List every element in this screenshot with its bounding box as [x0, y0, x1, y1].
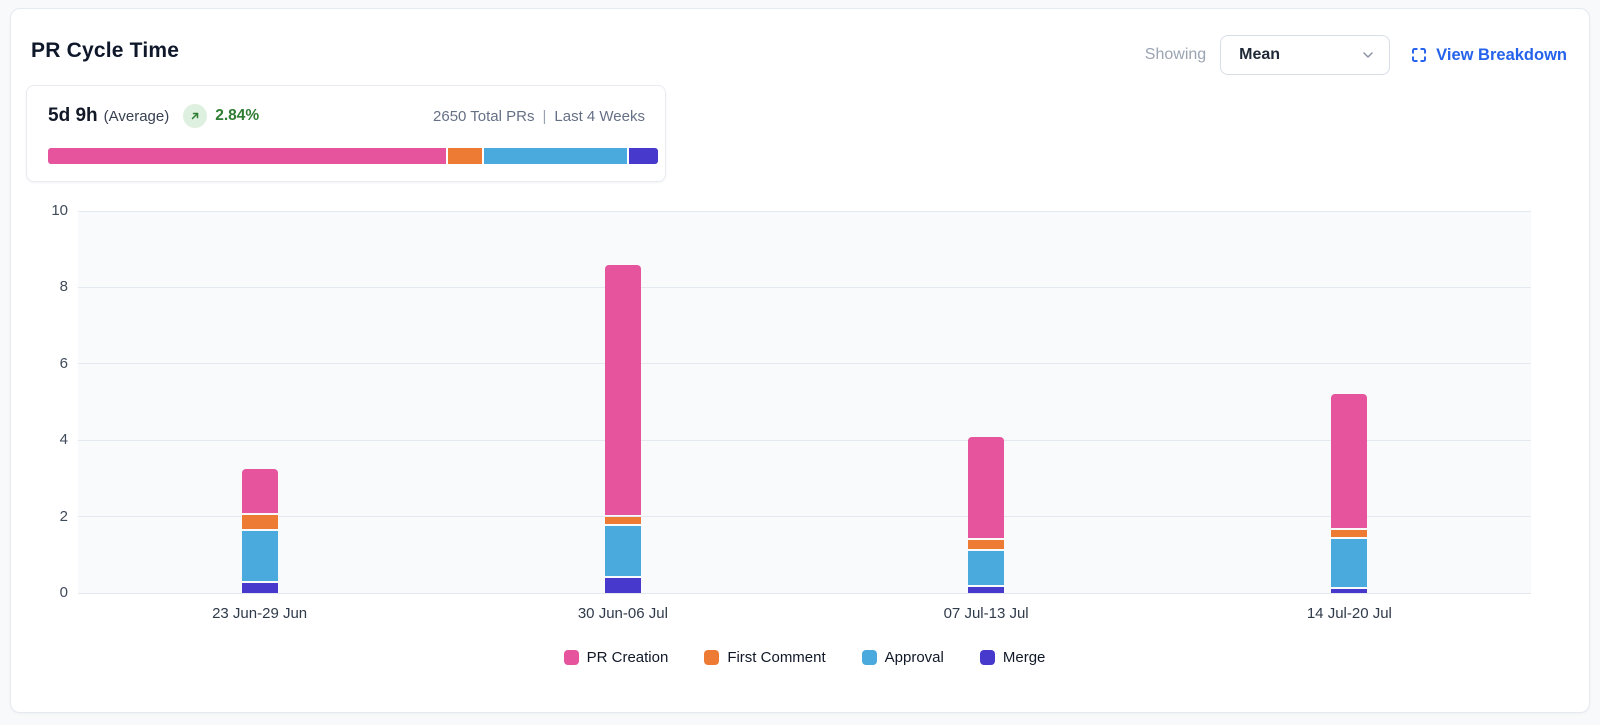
- bar-segment-first-comment[interactable]: [968, 540, 1005, 550]
- header-controls: Showing Mean View Breakdown: [1145, 33, 1567, 77]
- view-breakdown-button[interactable]: View Breakdown: [1410, 46, 1567, 65]
- gridline-y4: [78, 439, 1531, 441]
- x-tick-label: 30 Jun-06 Jul: [577, 605, 668, 622]
- legend-swatch-icon: [979, 650, 995, 665]
- distribution-segment-approval: [484, 148, 627, 164]
- bar-segment-first-comment[interactable]: [1331, 529, 1368, 538]
- average-cycle-time-value: 5d 9h: [48, 105, 98, 126]
- separator: |: [542, 107, 547, 125]
- pr-cycle-time-panel: PR Cycle Time Showing Mean View Breakdow…: [10, 8, 1590, 713]
- period: Last 4 Weeks: [554, 107, 645, 125]
- metric-dropdown-value: Mean: [1239, 46, 1281, 63]
- legend-swatch-icon: [563, 650, 579, 665]
- change-percentage: 2.84%: [215, 107, 260, 124]
- bar-segment-merge[interactable]: [604, 577, 641, 593]
- y-tick-label: 10: [51, 202, 68, 219]
- bar-segment-approval[interactable]: [968, 551, 1005, 586]
- metric-dropdown[interactable]: Mean: [1220, 35, 1391, 75]
- arrow-up-right-icon: [191, 112, 199, 120]
- gridline-y2: [78, 516, 1531, 518]
- showing-label: Showing: [1144, 46, 1207, 63]
- expand-icon: [1410, 46, 1428, 64]
- legend-label: First Comment: [727, 649, 826, 666]
- legend-item-first-comment[interactable]: First Comment: [704, 649, 826, 666]
- bar-segment-pr-creation[interactable]: [604, 264, 641, 515]
- trend-up-badge: [183, 104, 208, 128]
- stacked-bar-2: [604, 264, 641, 593]
- y-tick-label: 2: [59, 507, 68, 525]
- legend-item-pr-creation[interactable]: PR Creation: [563, 649, 669, 666]
- gridline-y10: [78, 210, 1531, 212]
- plot-area: [78, 210, 1531, 594]
- legend-label: PR Creation: [586, 649, 669, 666]
- y-tick-label: 4: [59, 431, 68, 449]
- bar-segment-approval[interactable]: [241, 531, 278, 581]
- x-tick-label: 07 Jul-13 Jul: [943, 605, 1029, 622]
- legend-item-merge[interactable]: Merge: [979, 649, 1046, 666]
- stacked-bar-1: [241, 469, 278, 593]
- bar-segment-pr-creation[interactable]: [1331, 394, 1368, 528]
- page-title: PR Cycle Time: [31, 39, 180, 62]
- gridline-y0: [78, 592, 1531, 594]
- bar-segment-merge[interactable]: [1331, 588, 1368, 593]
- distribution-segment-pr-creation: [48, 148, 446, 164]
- summary-card: 5d 9h (Average) 2.84% 2650 Total PRs | L…: [26, 85, 666, 182]
- legend-label: Approval: [884, 649, 944, 666]
- distribution-segment-merge: [628, 148, 658, 164]
- stacked-bar-4: [1331, 394, 1368, 593]
- total-prs: 2650 Total PRs: [433, 107, 535, 125]
- bar-segment-first-comment[interactable]: [241, 515, 278, 530]
- view-breakdown-label: View Breakdown: [1436, 45, 1567, 64]
- summary-row: 5d 9h (Average) 2.84% 2650 Total PRs | L…: [48, 104, 645, 128]
- average-qualifier: (Average): [103, 107, 170, 125]
- chevron-down-icon: [1360, 47, 1376, 63]
- chart-legend: PR Creation First Comment Approval Merge: [78, 649, 1531, 666]
- distribution-segment-first-comment: [447, 148, 483, 164]
- bar-segment-pr-creation[interactable]: [968, 437, 1005, 539]
- gridline-y8: [78, 286, 1531, 288]
- stacked-bar-3: [968, 437, 1005, 593]
- bar-segment-approval[interactable]: [1331, 539, 1368, 587]
- phase-distribution-bar: [48, 148, 658, 164]
- x-tick-label: 14 Jul-20 Jul: [1306, 605, 1392, 622]
- bar-segment-first-comment[interactable]: [604, 516, 641, 525]
- summary-totals: 2650 Total PRs | Last 4 Weeks: [433, 108, 645, 125]
- bar-segment-merge[interactable]: [241, 582, 278, 593]
- x-axis-labels: 23 Jun-29 Jun 30 Jun-06 Jul 07 Jul-13 Jul 1…: [78, 605, 1531, 622]
- bar-segment-merge[interactable]: [968, 587, 1005, 593]
- y-tick-label: 8: [59, 278, 68, 296]
- x-tick-label: 23 Jun-29 Jun: [212, 605, 308, 622]
- gridline-y6: [78, 363, 1531, 365]
- legend-swatch-icon: [704, 650, 720, 665]
- y-tick-label: 0: [59, 584, 68, 601]
- y-tick-label: 6: [59, 354, 68, 372]
- legend-item-approval[interactable]: Approval: [861, 649, 944, 666]
- bar-segment-approval[interactable]: [604, 526, 641, 576]
- legend-label: Merge: [1002, 649, 1046, 666]
- bar-segment-pr-creation[interactable]: [241, 469, 278, 514]
- legend-swatch-icon: [861, 650, 877, 665]
